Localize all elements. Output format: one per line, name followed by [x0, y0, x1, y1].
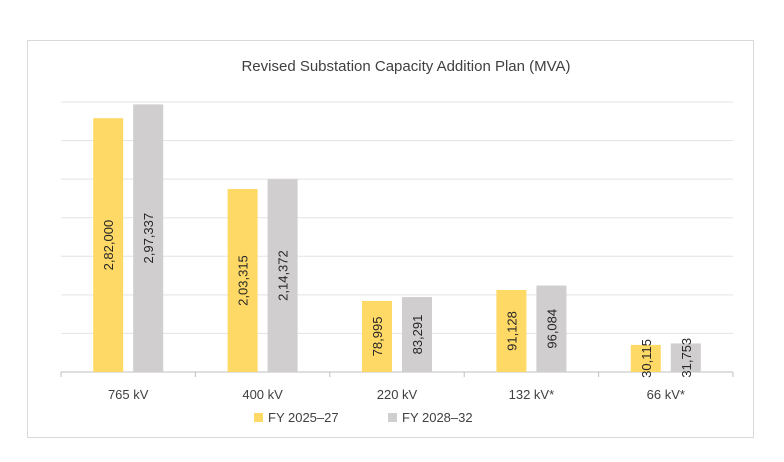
bar-fy2028-32: [536, 285, 567, 372]
chart-frame: Revised Substation Capacity Addition Pla…: [27, 40, 754, 438]
data-label: 2,03,315: [236, 255, 251, 306]
data-label: 2,97,337: [141, 213, 156, 264]
x-axis: 765 kV 400 kV 220 kV 132 kV* 66 kV*: [60, 372, 734, 402]
data-label: 2,82,000: [101, 220, 116, 271]
x-tick-label: 400 kV: [242, 387, 283, 402]
bar-fy2025-27: [496, 289, 527, 372]
bars: [93, 104, 701, 372]
bar-fy2025-27: [93, 118, 124, 372]
data-labels: 2,82,000 2,97,337 2,03,315 2,14,372 78,995 83…: [101, 213, 694, 378]
chart-title: Revised Substation Capacity Addition Pla…: [241, 58, 570, 75]
bar-fy2028-32: [402, 297, 432, 372]
legend-item: FY 2028–32: [388, 410, 473, 425]
legend: FY 2025–27 FY 2028–32: [254, 410, 473, 425]
bar-fy2028-32: [133, 104, 164, 372]
legend-swatch: [388, 413, 397, 422]
bar-fy2025-27: [630, 344, 661, 372]
data-label: 31,753: [679, 338, 694, 378]
data-label: 2,14,372: [276, 250, 291, 301]
data-label: 30,115: [639, 339, 654, 378]
data-label: 96,084: [544, 309, 559, 349]
bar-fy2028-32: [267, 179, 298, 372]
data-label: 83,291: [410, 315, 425, 355]
x-tick-label: 765 kV: [108, 387, 149, 402]
x-tick-label: 220 kV: [377, 387, 418, 402]
legend-item: FY 2025–27: [254, 410, 339, 425]
x-tick-label: 132 kV*: [509, 387, 555, 402]
bar-chart: Revised Substation Capacity Addition Pla…: [60, 58, 734, 425]
data-label: 78,995: [370, 317, 385, 357]
bar-fy2025-27: [227, 189, 258, 372]
data-label: 91,128: [504, 311, 519, 351]
legend-label: FY 2025–27: [268, 410, 339, 425]
bar-fy2028-32: [670, 343, 701, 372]
bar-fy2025-27: [362, 300, 392, 372]
gridlines: [61, 101, 733, 373]
legend-label: FY 2028–32: [402, 410, 473, 425]
x-tick-label: 66 kV*: [647, 387, 685, 402]
legend-swatch: [254, 413, 263, 422]
